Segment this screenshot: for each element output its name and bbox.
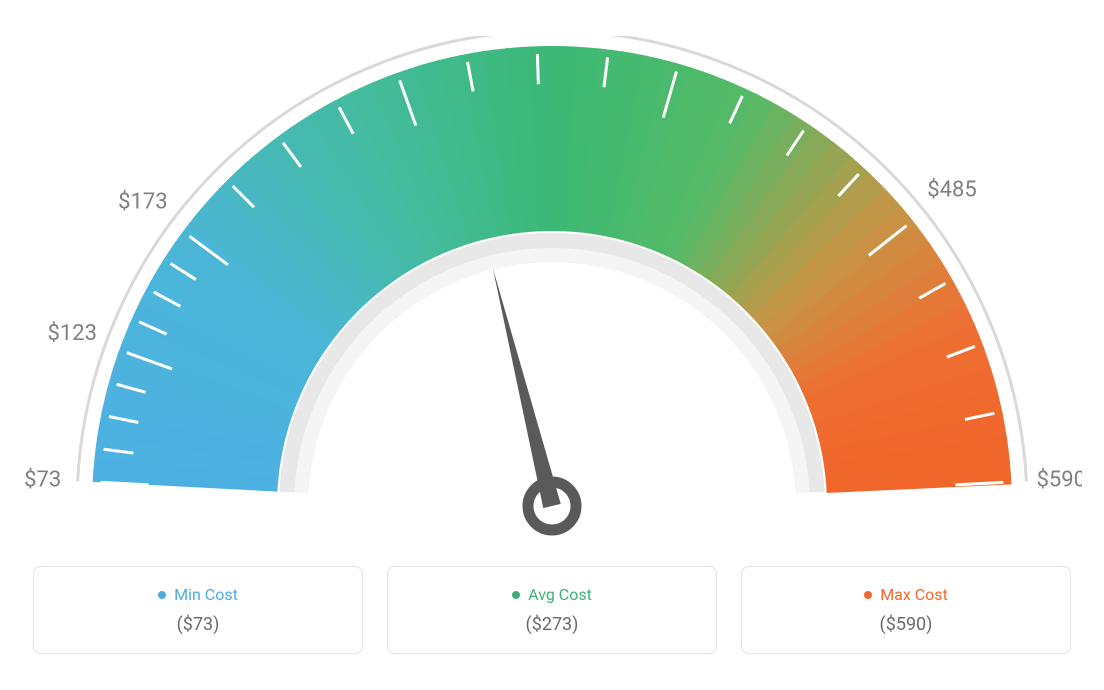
- legend-value: ($273): [526, 614, 579, 635]
- legend-label: Min Cost: [174, 585, 238, 604]
- legend-label-row: Avg Cost: [512, 585, 592, 604]
- legend-dot-icon: [158, 591, 166, 599]
- tick-label: $73: [24, 467, 61, 492]
- legend-row: Min Cost ($73) Avg Cost ($273) Max Cost ($590…: [22, 566, 1082, 654]
- legend-label-row: Min Cost: [158, 585, 238, 604]
- tick-label: $273: [355, 36, 404, 39]
- legend-dot-icon: [512, 591, 520, 599]
- legend-label: Max Cost: [880, 585, 948, 604]
- tick-label: $173: [118, 190, 167, 215]
- tick-label: $123: [48, 321, 97, 346]
- legend-value: ($73): [177, 614, 220, 635]
- legend-card-avg: Avg Cost ($273): [387, 566, 717, 654]
- legend-label-row: Max Cost: [864, 585, 948, 604]
- tick-label: $590: [1037, 467, 1082, 492]
- minor-tick: [537, 54, 538, 84]
- legend-label: Avg Cost: [528, 585, 592, 604]
- tick-label: $485: [927, 178, 976, 203]
- legend-dot-icon: [864, 591, 872, 599]
- gauge-svg: $73$123$173$273$379$485$590: [22, 36, 1082, 536]
- legend-value: ($590): [880, 614, 933, 635]
- legend-card-max: Max Cost ($590): [741, 566, 1071, 654]
- needle: [493, 268, 561, 508]
- cost-gauge: $73$123$173$273$379$485$590: [22, 36, 1082, 536]
- legend-card-min: Min Cost ($73): [33, 566, 363, 654]
